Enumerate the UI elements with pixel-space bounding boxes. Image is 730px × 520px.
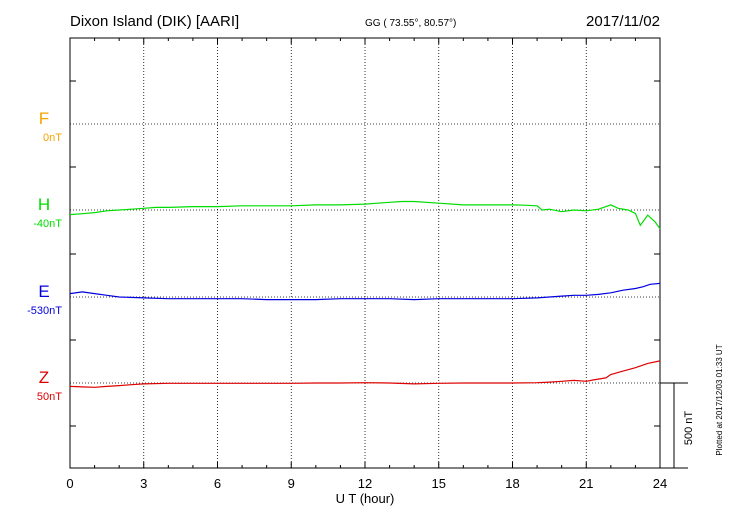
x-tick-labels: 0 3 6 9 12 15 18 21 24 <box>66 38 667 491</box>
x-tick-label: 18 <box>505 476 519 491</box>
x-tick-label: 15 <box>432 476 446 491</box>
channel-f-label: F <box>39 109 49 128</box>
series-line-h <box>69 200 661 230</box>
coordinates: GG ( 73.55°, 80.57°) <box>365 18 456 29</box>
plotted-note: Plotted at 2017/12/03 01:33 UT <box>715 344 724 455</box>
series-line-e <box>69 282 661 301</box>
series-line-z <box>69 360 661 388</box>
channel-h-offset: -40nT <box>33 218 62 230</box>
x-axis-label: U T (hour) <box>336 491 395 506</box>
channel-z-offset: 50nT <box>37 391 62 403</box>
x-tick-label: 12 <box>358 476 372 491</box>
channel-z-label: Z <box>39 368 49 387</box>
x-tick-label: 6 <box>214 476 221 491</box>
scale-bar <box>660 382 688 469</box>
x-tick-label: 21 <box>579 476 593 491</box>
date-label: 2017/11/02 <box>586 13 660 30</box>
x-tick-label: 3 <box>140 476 147 491</box>
station-title: Dixon Island (DIK) [AARI] <box>70 13 239 30</box>
channel-e-offset: -530nT <box>27 305 62 317</box>
channel-f-offset: 0nT <box>43 132 62 144</box>
scale-bar-label: 500 nT <box>683 411 695 446</box>
x-tick-label: 9 <box>288 476 295 491</box>
channel-e-label: E <box>38 282 49 301</box>
plot-frame <box>69 37 661 469</box>
x-tick-label: 24 <box>653 476 667 491</box>
grid <box>70 38 660 468</box>
series-group <box>69 200 661 388</box>
x-tick-label: 0 <box>66 476 73 491</box>
channel-h-label: H <box>38 195 50 214</box>
